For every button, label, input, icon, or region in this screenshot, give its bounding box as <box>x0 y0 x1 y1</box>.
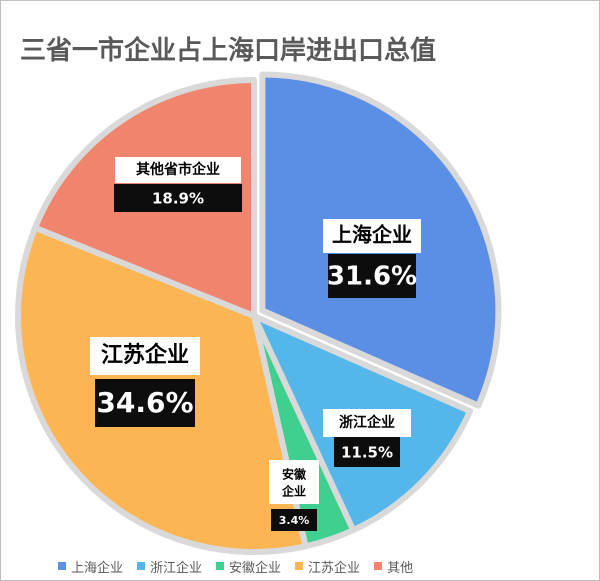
legend-label: 浙江企业 <box>150 560 203 576</box>
legend-swatch <box>374 562 383 570</box>
slice-name-label: 企业 <box>281 484 306 499</box>
slice-name-box <box>269 460 319 504</box>
slice-value-label: 11.5% <box>341 444 393 462</box>
slice-name-label: 浙江企业 <box>339 414 395 431</box>
slice-name-box <box>115 157 241 183</box>
slice-name-box <box>323 219 421 253</box>
slice-value-box <box>114 184 242 212</box>
slice-name-box <box>323 409 411 437</box>
slice-value-label: 3.4% <box>279 514 310 527</box>
legend-label: 上海企业 <box>71 560 124 576</box>
legend-swatch <box>137 562 146 570</box>
slice-value-box <box>95 379 195 427</box>
legend-swatch <box>58 562 66 570</box>
slice-name-label: 上海企业 <box>332 223 412 247</box>
slice-name-label: 其他省市企业 <box>136 161 220 178</box>
legend-item-jiangsu: 江苏企业 <box>295 557 360 576</box>
slice-value-box <box>334 437 400 467</box>
slice-name-label: 安徽 <box>282 467 307 482</box>
slice-value-label: 34.6% <box>96 386 193 419</box>
slice-value-label: 18.9% <box>152 190 204 208</box>
chart-title: 三省一市企业占上海口岸进出口总值 <box>20 36 437 66</box>
slice-value-label: 31.6% <box>327 262 417 292</box>
legend-label: 江苏企业 <box>308 560 361 576</box>
legend-item-other: 其他 <box>374 557 413 576</box>
legend-label: 其他 <box>387 560 414 576</box>
legend-swatch <box>295 562 304 570</box>
slice-name-box <box>90 337 200 375</box>
legend-item-zhejiang: 浙江企业 <box>137 557 202 576</box>
slice-name-label: 江苏企业 <box>101 342 189 368</box>
legend-label: 安徽企业 <box>229 560 282 576</box>
legend-swatch <box>216 562 225 570</box>
slice-value-box <box>271 509 317 531</box>
legend-item-shanghai: 上海企业 <box>58 557 123 576</box>
legend: 上海企业 浙江企业 安徽企业 江苏企业 其他 <box>58 556 413 576</box>
slice-value-box <box>328 254 416 298</box>
legend-item-anhui: 安徽企业 <box>216 557 281 576</box>
